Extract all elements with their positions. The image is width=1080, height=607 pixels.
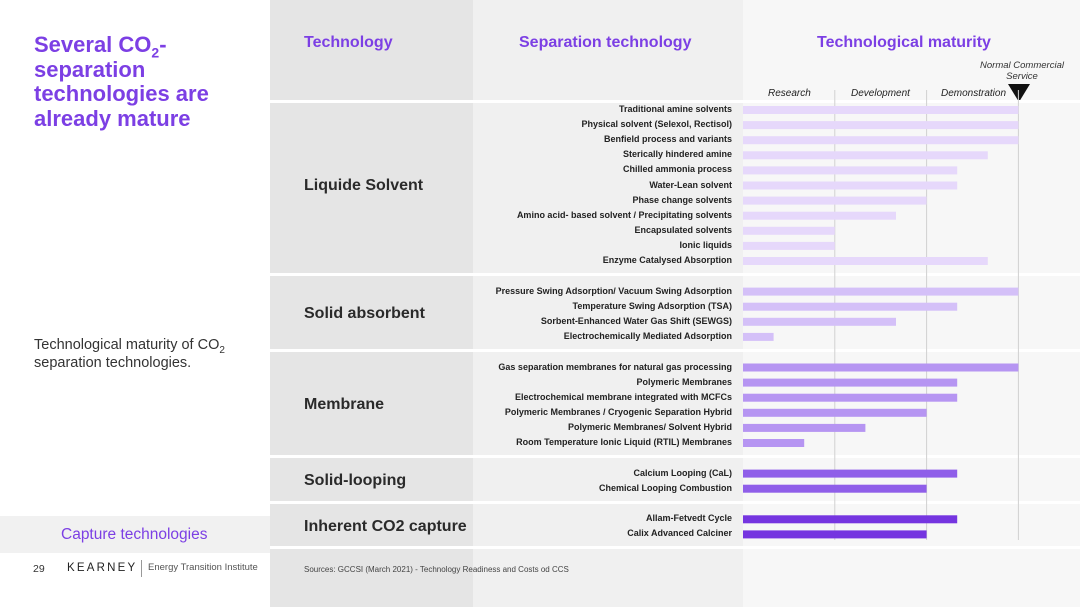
separation-tech-label: Polymeric Membranes: [636, 376, 732, 387]
logo-divider: [141, 560, 142, 577]
technology-group-label: Inherent CO2 capture: [304, 517, 467, 535]
slide-title: Several CO2-separation technologies are …: [34, 32, 209, 131]
technology-group-label: Membrane: [304, 396, 385, 414]
maturity-bar: [743, 332, 774, 341]
separation-tech-label: Water-Lean solvent: [649, 179, 732, 190]
separation-tech-label: Electrochemically Mediated Adsorption: [563, 330, 732, 341]
stage-label-demonstration: Demonstration: [941, 88, 1007, 99]
maturity-bar: [743, 226, 835, 235]
technology-group-label: Solid absorbent: [304, 305, 425, 323]
separation-tech-label: Ionic liquids: [679, 239, 732, 250]
maturity-bar: [743, 136, 1019, 145]
maturity-bar: [743, 106, 1019, 114]
separation-tech-label: Polymeric Membranes/ Solvent Hybrid: [567, 421, 732, 432]
maturity-bar: [743, 484, 927, 493]
separation-tech-label: Benfield process and variants: [603, 134, 732, 145]
header-technology: Technology: [304, 34, 393, 51]
separation-tech-label: Sterically hindered amine: [622, 149, 732, 160]
group-divider: [270, 546, 1080, 550]
separation-tech-label: Polymeric Membranes / Cryogenic Separati…: [504, 406, 732, 417]
maturity-bar: [743, 241, 835, 250]
logo-subtitle: Energy Transition Institute: [148, 562, 258, 573]
section-nav-label[interactable]: Capture technologies: [61, 526, 208, 543]
maturity-bar: [743, 408, 927, 417]
separation-tech-label: Calix Advanced Calciner: [627, 528, 732, 539]
maturity-bar: [743, 423, 866, 432]
commercial-marker-arrow: [1008, 84, 1030, 102]
maturity-bar: [743, 121, 1019, 130]
separation-tech-label: Room Temperature Ionic Liquid (RTIL) Mem…: [516, 437, 732, 447]
slide-caption: Technological maturity of CO2 separation…: [34, 337, 225, 371]
separation-tech-label: Amino acid- based solvent / Precipitatin…: [516, 209, 732, 220]
maturity-bar: [743, 151, 988, 160]
kearney-logo: KEARNEY: [67, 562, 138, 574]
maturity-bar: [743, 287, 1019, 296]
separation-tech-label: Temperature Swing Adsorption (TSA): [572, 300, 732, 311]
maturity-bar: [743, 378, 958, 387]
separation-tech-label: Chemical Looping Combustion: [599, 482, 732, 493]
maturity-bar: [743, 317, 896, 326]
separation-tech-label: Traditional amine solvents: [618, 104, 732, 114]
maturity-bar: [743, 515, 958, 524]
separation-tech-label: Encapsulated solvents: [634, 224, 732, 235]
header-separation: Separation technology: [519, 34, 692, 51]
separation-tech-label: Phase change solvents: [632, 194, 732, 205]
separation-tech-label: Physical solvent (Selexol, Rectisol): [581, 119, 732, 130]
group-divider: [270, 500, 1080, 504]
group-divider: [270, 273, 1080, 276]
maturity-bar: [743, 181, 958, 190]
section-nav-box[interactable]: [0, 516, 270, 553]
separation-tech-label: Enzyme Catalysed Absorption: [602, 255, 732, 265]
maturity-bar: [743, 196, 927, 205]
maturity-bar: [743, 439, 805, 447]
page-number: 29: [33, 563, 45, 575]
maturity-bar: [743, 211, 896, 220]
group-divider: [270, 348, 1080, 352]
maturity-bar: [743, 166, 958, 175]
separation-tech-label: Chilled ammonia process: [622, 164, 732, 175]
separation-tech-label: Allam-Fetvedt Cycle: [645, 513, 732, 524]
maturity-bar: [743, 393, 958, 402]
separation-tech-label: Gas separation membranes for natural gas…: [498, 361, 732, 372]
maturity-bar: [743, 469, 958, 478]
source-note: Sources: GCCSI (March 2021) - Technology…: [304, 565, 569, 574]
header-maturity: Technological maturity: [817, 34, 991, 51]
maturity-bar: [743, 302, 958, 311]
stage-label-development: Development: [851, 88, 910, 99]
group-divider: [270, 455, 1080, 458]
stage-label-research: Research: [768, 88, 811, 99]
technology-group-label: Solid-looping: [304, 472, 407, 490]
separation-tech-label: Pressure Swing Adsorption/ Vacuum Swing …: [495, 285, 732, 296]
technology-group-label: Liquide Solvent: [304, 176, 424, 194]
maturity-bar: [743, 363, 1019, 372]
stage-label-commercial: Normal Commercial Service: [980, 60, 1064, 82]
separation-tech-label: Sorbent-Enhanced Water Gas Shift (SEWGS): [540, 315, 732, 326]
maturity-bar: [743, 530, 927, 539]
group-divider: [270, 100, 1080, 103]
separation-tech-label: Calcium Looping (CaL): [633, 467, 733, 478]
separation-tech-label: Electrochemical membrane integrated with…: [514, 391, 732, 402]
maturity-bar: [743, 257, 988, 265]
